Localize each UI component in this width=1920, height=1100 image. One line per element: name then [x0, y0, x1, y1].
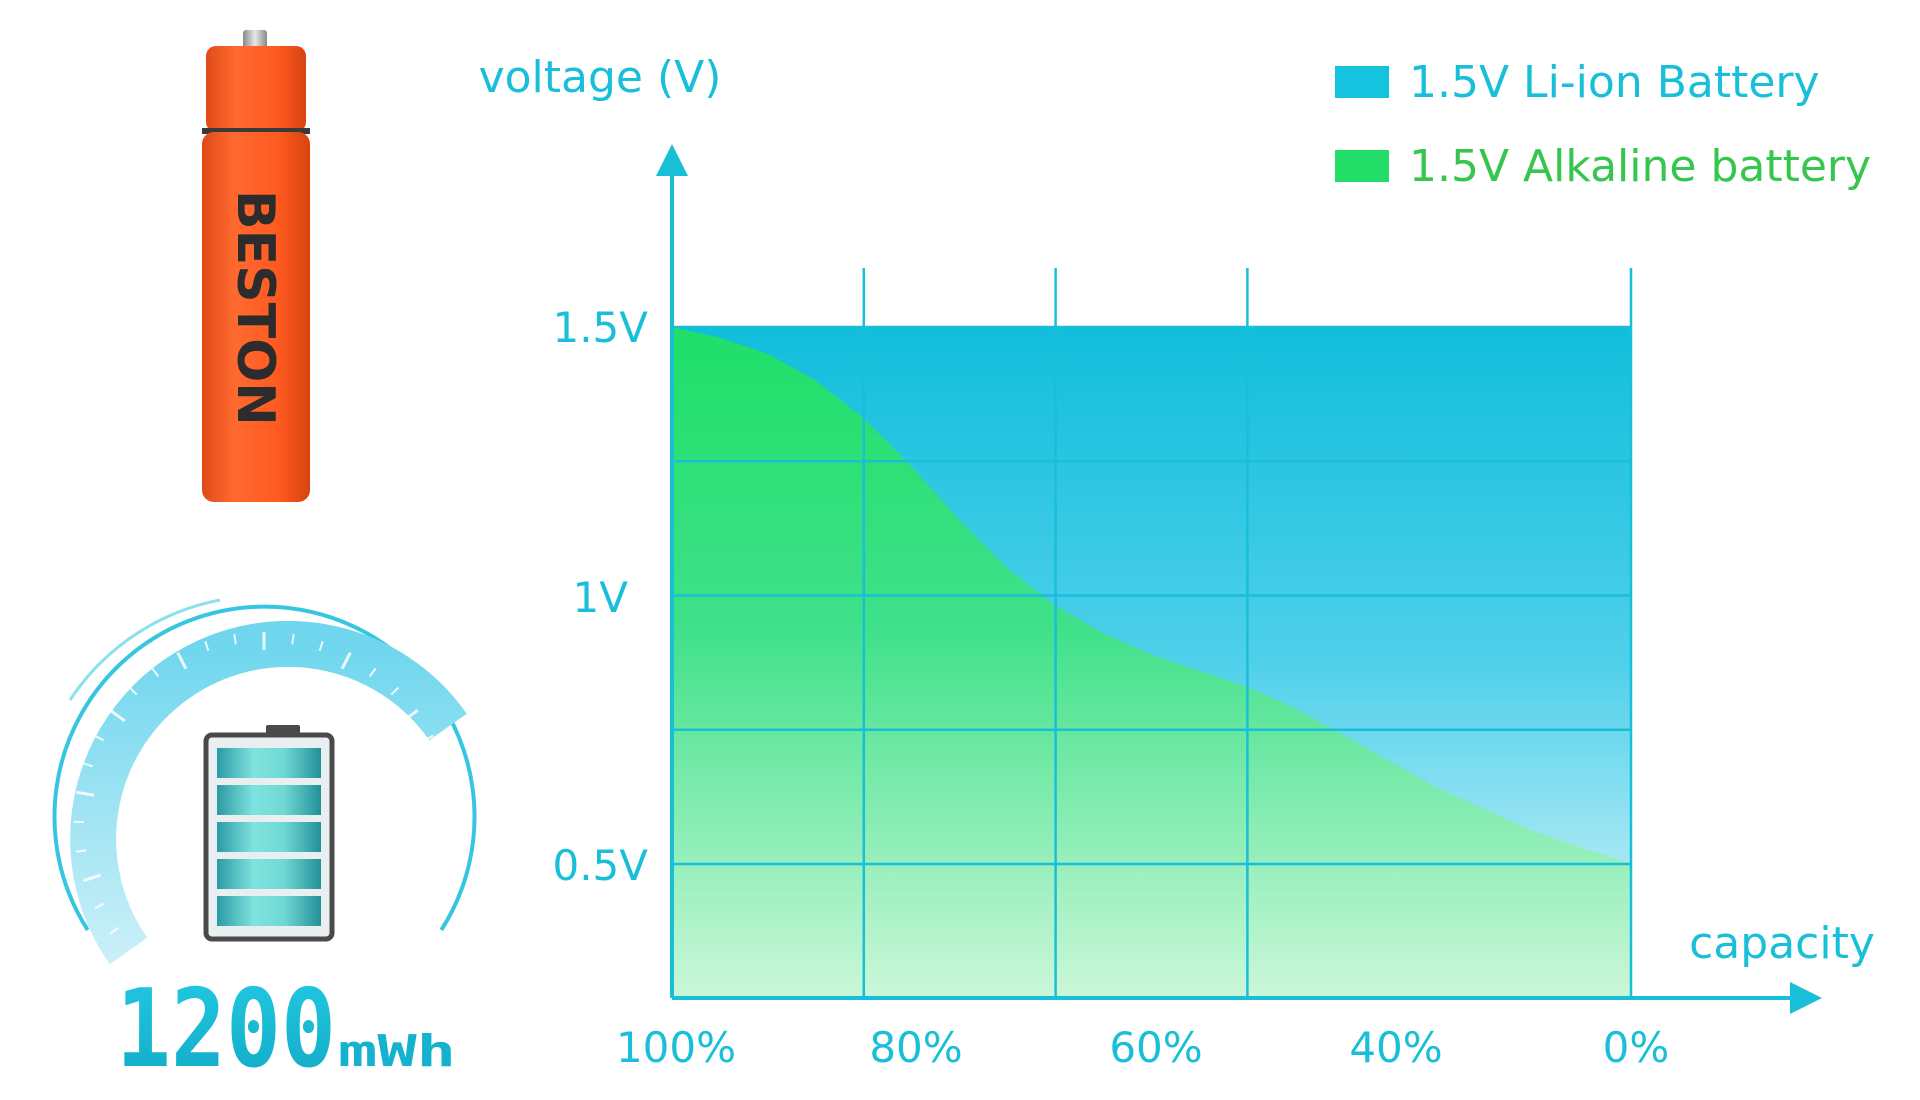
gauge-tick [82, 762, 94, 768]
gauge-tick [94, 734, 105, 742]
capacity-unit: mWh [338, 1026, 456, 1077]
gauge-tick [151, 667, 160, 677]
gauge-tick [128, 942, 144, 958]
gauge-tick [340, 652, 352, 670]
gauge-tick [434, 762, 446, 768]
legend-swatch-liion [1335, 66, 1389, 98]
gauge-tick [423, 902, 434, 910]
gauge-tick [402, 709, 419, 723]
x-tick-label: 80% [869, 1023, 962, 1072]
gauge-tick [423, 734, 434, 742]
battery-icon-segment-3 [217, 822, 321, 852]
x-axis-title: capacity [1689, 918, 1875, 969]
legend-item-alkaline: 1.5V Alkaline battery [1335, 124, 1871, 208]
legend-swatch-alkaline [1335, 150, 1389, 182]
gauge-tick [441, 849, 452, 853]
x-tick-label: 0% [1603, 1023, 1670, 1072]
chart-grid [672, 268, 1633, 998]
legend-item-liion: 1.5V Li-ion Battery [1335, 40, 1871, 124]
gauge-tick [390, 686, 400, 696]
gauge-tick [109, 709, 126, 723]
gauge-tick [176, 652, 188, 670]
y-tick-label: 1.5V [552, 303, 648, 352]
gauge-tick [94, 902, 105, 910]
gauge-tick [409, 926, 419, 935]
gauge-tick [433, 790, 452, 797]
y-tick-label: 1V [573, 573, 629, 622]
aa-battery-illustration: BESTON [202, 30, 310, 502]
gauge-band [70, 620, 467, 965]
battery-icon-segment-5 [217, 896, 321, 926]
gauge-tick [76, 849, 87, 853]
x-tick-label: 100% [616, 1023, 736, 1072]
chart-legend: 1.5V Li-ion Battery 1.5V Alkaline batter… [1335, 40, 1871, 208]
gauge-tick [291, 634, 295, 645]
gauge-tick [76, 790, 95, 797]
battery-level-icon [203, 725, 335, 942]
battery-cap [206, 46, 306, 132]
gauge-tick [384, 942, 400, 958]
capacity-gauge: 1200 mWh [52, 598, 477, 1092]
gauge-tick [318, 640, 324, 652]
x-tick-label: 60% [1109, 1023, 1202, 1072]
legend-label-alkaline: 1.5V Alkaline battery [1409, 140, 1872, 192]
gauge-ticks [74, 632, 454, 958]
battery-terminal [243, 30, 267, 50]
battery-body [202, 132, 310, 502]
gauge-tick [368, 667, 377, 677]
gauge-tick [82, 873, 101, 883]
y-axis-arrow [656, 144, 688, 176]
x-tick-label: 40% [1349, 1023, 1442, 1072]
battery-icon-segment-1 [217, 748, 321, 778]
battery-icon-segment-2 [217, 785, 321, 815]
battery-icon-segment-4 [217, 859, 321, 889]
gauge-tick [204, 640, 210, 652]
gauge-outer-arc [52, 604, 477, 932]
gauge-tick [128, 686, 138, 696]
x-axis-arrow [1790, 982, 1822, 1014]
y-tick-labels: 1.5V 1V 0.5V [552, 303, 648, 890]
battery-seam [202, 128, 310, 134]
gauge-tick [109, 926, 119, 935]
legend-label-liion: 1.5V Li-ion Battery [1409, 56, 1820, 108]
x-tick-labels: 100% 80% 60% 40% 0% [616, 1023, 1669, 1072]
capacity-number: 1200 [116, 967, 336, 1092]
gauge-tick [427, 873, 446, 883]
series-area-alkaline [672, 327, 1631, 998]
discharge-chart: voltage (V) capacity 100% 80% 60% 40% 0%… [479, 52, 1875, 1072]
gauge-left-flare [68, 598, 221, 701]
y-axis-title: voltage (V) [479, 52, 722, 103]
y-tick-label: 0.5V [552, 841, 648, 890]
battery-brand: BESTON [225, 190, 285, 426]
gauge-tick [233, 634, 237, 645]
